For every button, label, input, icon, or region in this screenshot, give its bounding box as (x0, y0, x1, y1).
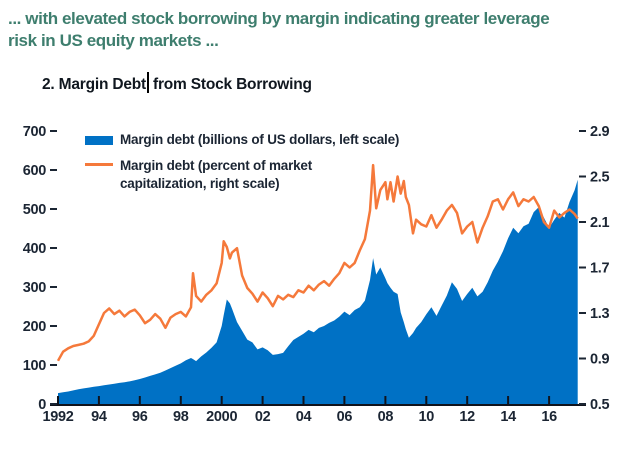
x-axis-tick-label: 06 (337, 409, 353, 425)
left-axis-tick-label: 700 (23, 124, 47, 140)
right-axis-tick-label: 2.9 (590, 124, 609, 140)
right-axis-tick-label: 1.3 (590, 306, 609, 322)
margin-debt-area-series (58, 179, 578, 404)
x-axis-tick-label: 14 (500, 409, 516, 425)
x-axis-tick-label: 1992 (42, 409, 73, 425)
legend-label-percent-line1: Margin debt (percent of market (120, 158, 313, 173)
right-axis-tick-label: 2.5 (590, 170, 609, 186)
x-axis-tick-label: 08 (378, 409, 394, 425)
left-axis-tick-label: 300 (23, 280, 47, 296)
x-axis-tick-label: 98 (173, 409, 189, 425)
x-axis-tick-label: 94 (91, 409, 107, 425)
x-axis-tick-label: 16 (541, 409, 557, 425)
text-cursor[interactable] (147, 72, 149, 93)
legend-label-margin-debt-percent: Margin debt (percent of market capitaliz… (120, 157, 350, 193)
figure-title-part1: 2. Margin Debt (42, 76, 146, 93)
x-axis-tick-label: 2000 (206, 409, 237, 425)
right-axis-tick-label: 0.9 (590, 352, 609, 368)
left-axis-tick-label: 500 (23, 202, 47, 218)
x-axis-tick-label: 96 (132, 409, 148, 425)
x-axis-tick-label: 10 (419, 409, 435, 425)
figure-lede: ... with elevated stock borrowing by mar… (8, 8, 632, 52)
legend-swatch-margin-debt-area (85, 136, 113, 145)
margin-debt-percent-line-series (56, 163, 579, 362)
left-axis-tick-label: 600 (23, 163, 47, 179)
figure-title: 2. Margin Debt from Stock Borrowing (42, 72, 312, 94)
figure-title-part2: from Stock Borrowing (153, 76, 312, 93)
right-axis-tick-label: 2.1 (590, 215, 609, 231)
right-axis-tick-label: 0.5 (590, 397, 609, 413)
legend-label-margin-debt-dollars: Margin debt (billions of US dollars, lef… (120, 132, 400, 147)
legend-label-percent-line2: capitalization, right scale) (120, 176, 280, 191)
x-axis-tick-label: 12 (459, 409, 475, 425)
left-axis-tick-label: 200 (23, 319, 47, 335)
left-axis-tick-label: 0 (38, 397, 46, 413)
x-axis-tick-label: 04 (296, 409, 312, 425)
left-axis-tick-label: 100 (23, 358, 47, 374)
lede-line-1: ... with elevated stock borrowing by mar… (8, 9, 550, 28)
left-axis-tick-label: 400 (23, 241, 47, 257)
legend-swatch-margin-debt-percent-line (85, 163, 113, 166)
lede-line-2: risk in US equity markets ... (8, 31, 219, 50)
x-axis-tick-label: 02 (255, 409, 271, 425)
right-axis-tick-label: 1.7 (590, 261, 609, 277)
